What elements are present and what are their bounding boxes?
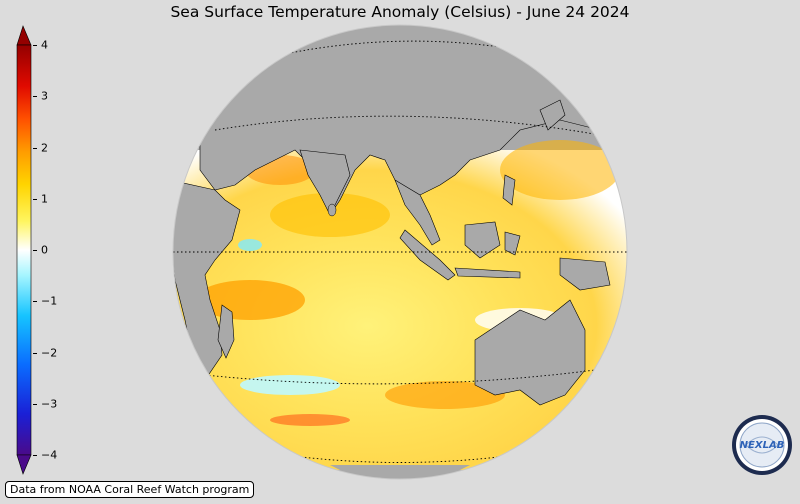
colorbar-tick-mark (33, 455, 37, 456)
colorbar-tick-label: 3 (41, 89, 48, 103)
colorbar-tick-label: −1 (41, 294, 58, 308)
cool-anomaly-patch (240, 375, 340, 395)
warm-anomaly-patch (385, 381, 505, 409)
antarctica-landmass (330, 465, 470, 479)
colorbar-tick-mark (33, 352, 37, 354)
latitude-line (204, 369, 596, 385)
globe-outline (172, 24, 628, 480)
nexlab-logo[interactable]: NEXLAB (731, 414, 793, 476)
logo-text: NEXLAB (740, 440, 785, 451)
colorbar-tick-label: −3 (41, 397, 58, 411)
colorbar-min-arrow (16, 454, 32, 475)
warm-anomaly-patch (500, 140, 620, 200)
colorbar: 4 3 2 1 0 −1 −2 −3 −4 (0, 0, 70, 500)
sulawesi-landmass (504, 231, 521, 256)
data-source-note: Data from NOAA Coral Reef Watch program (5, 481, 255, 498)
japan-landmass (539, 99, 566, 131)
colorbar-tick-mark (33, 403, 37, 405)
colorbar-tick-label: −4 (41, 448, 58, 462)
colorbar-tick-mark (33, 198, 37, 200)
new-guinea-landmass (559, 257, 611, 291)
colorbar-tick-label: 2 (41, 141, 48, 154)
colorbar-graphic (16, 25, 32, 475)
india-landmass (299, 149, 351, 216)
colorbar-tick-mark (33, 301, 37, 303)
colorbar-tick-mark (33, 96, 37, 98)
southeast-asia-landmass (394, 179, 441, 246)
colorbar-tick-mark (33, 45, 37, 46)
colorbar-tick-label: 0 (41, 243, 48, 257)
australia-landmass (474, 299, 586, 406)
madagascar-landmass (217, 304, 235, 359)
colorbar-tick-label: −2 (41, 346, 58, 359)
cool-anomaly-patch (238, 239, 262, 251)
sumatra-landmass (399, 229, 456, 281)
graticule (173, 40, 627, 463)
philippines-landmass (502, 174, 516, 206)
latitude-line (279, 40, 521, 56)
colorbar-tick-mark (33, 250, 37, 251)
colorbar-tick-label: 4 (41, 38, 48, 52)
latitude-line (284, 454, 516, 463)
sri-lanka-landmass (327, 203, 337, 217)
africa-landmass (173, 179, 241, 381)
borneo-landmass (464, 221, 501, 259)
latitude-line (214, 115, 601, 136)
java-landmass (454, 267, 521, 279)
colorbar-tick-mark (33, 147, 37, 149)
colorbar-tick-label: 1 (41, 192, 48, 206)
warm-anomaly-patch (270, 414, 350, 426)
map-title: Sea Surface Temperature Anomaly (Celsius… (170, 3, 630, 21)
